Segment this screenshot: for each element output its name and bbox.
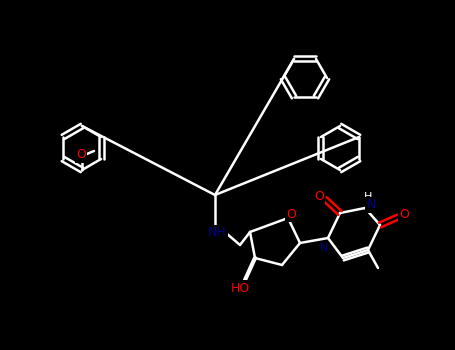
Text: O: O [399, 208, 409, 220]
Text: N: N [320, 243, 328, 253]
Text: O: O [286, 208, 296, 220]
Text: H: H [364, 192, 372, 202]
Text: HO: HO [230, 281, 250, 294]
Text: NH: NH [207, 226, 227, 239]
Text: O: O [314, 189, 324, 203]
Text: N: N [366, 198, 376, 211]
Text: O: O [76, 148, 86, 161]
